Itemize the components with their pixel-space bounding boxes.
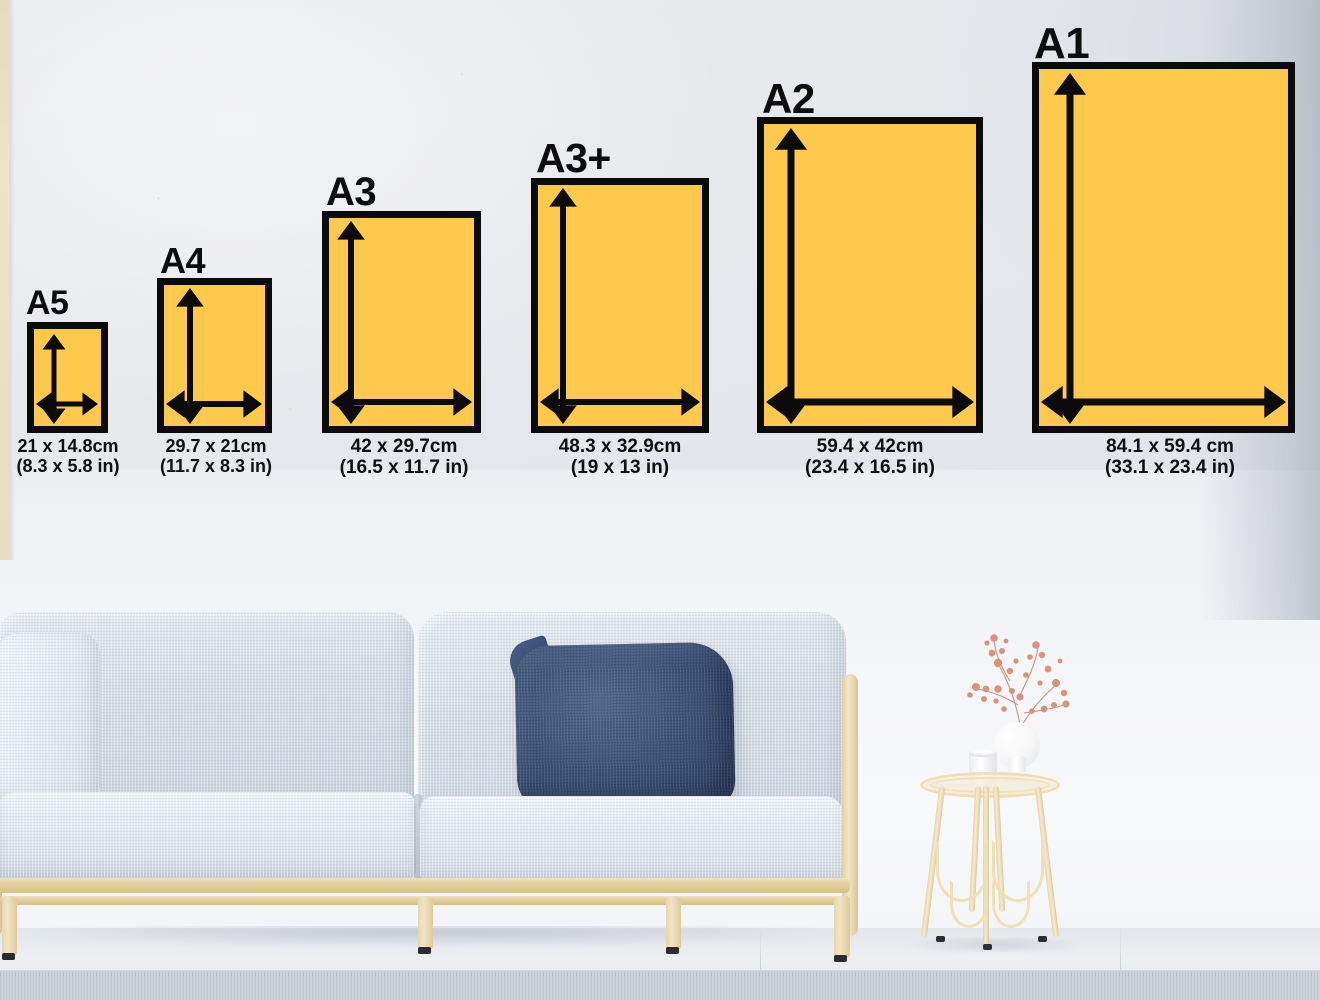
poster-dimensions-a4: 29.7 x 21cm (11.7 x 8.3 in) <box>149 436 283 476</box>
poster-dimensions-imperial-a3: (16.5 x 11.7 in) <box>339 457 469 479</box>
poster-dimension-arrows-a3plus <box>540 188 700 424</box>
poster-dimensions-metric-a4: 29.7 x 21cm <box>165 436 267 456</box>
floor-seam <box>760 928 761 974</box>
sofa-leg-foot <box>418 947 431 954</box>
navy-cushion <box>514 641 736 815</box>
table-brace <box>992 880 1030 928</box>
poster-label-a3plus: A3+ <box>536 135 611 181</box>
sofa-seat-divider <box>414 794 422 882</box>
poster-dimensions-metric-a3: 42 x 29.7cm <box>350 436 458 457</box>
poster-rect-a4[interactable] <box>157 278 272 433</box>
poster-dimensions-a1: 84.1 x 59.4 cm (33.1 x 23.4 in) <box>1085 436 1255 479</box>
poster-label-a1: A1 <box>1034 19 1090 68</box>
sofa-leg <box>2 896 17 956</box>
poster-label-a3: A3 <box>326 170 377 214</box>
fabric-weave-texture <box>420 796 844 884</box>
sofa-frame-rail-upper <box>0 878 850 893</box>
poster-dimensions-metric-a5: 21 x 14.8cm <box>17 436 119 456</box>
fabric-weave-texture <box>0 632 100 802</box>
poster-dimension-arrows-a1 <box>1041 73 1286 424</box>
sofa-armrest-left <box>0 632 100 802</box>
sofa-leg <box>418 896 433 950</box>
poster-dimensions-imperial-a4: (11.7 x 8.3 in) <box>159 456 273 477</box>
poster-label-a5: A5 <box>26 284 69 322</box>
poster-dimensions-imperial-a3plus: (19 x 13 in) <box>570 457 670 479</box>
table-foot <box>936 936 945 942</box>
sofa-leg-foot <box>2 953 15 960</box>
fabric-weave-texture <box>0 792 416 880</box>
poster-label-a4: A4 <box>160 240 206 281</box>
sofa-leg-foot <box>666 947 679 954</box>
wall-edge-shadow <box>9 0 14 560</box>
table-foot <box>1038 936 1047 942</box>
sofa-seat-left <box>0 792 416 880</box>
poster-label-a2: A2 <box>762 75 815 122</box>
poster-rect-a1[interactable] <box>1032 62 1295 433</box>
poster-rect-a2[interactable] <box>757 117 983 433</box>
poster-dimensions-a2: 59.4 x 42cm (23.4 x 16.5 in) <box>790 436 950 479</box>
wall-edge-wood-trim <box>0 0 10 560</box>
table-brace <box>950 880 988 928</box>
poster-dimensions-a5: 21 x 14.8cm (8.3 x 5.8 in) <box>1 436 135 476</box>
sofa-frame-post-right <box>842 674 858 936</box>
poster-dimension-arrows-a5 <box>36 334 98 424</box>
white-cup-rim <box>969 750 997 757</box>
poster-dimensions-a3plus: 48.3 x 32.9cm (19 x 13 in) <box>540 436 700 479</box>
poster-dimensions-imperial-a1: (33.1 x 23.4 in) <box>1105 457 1235 479</box>
poster-dimensions-metric-a1: 84.1 x 59.4 cm <box>1106 436 1234 457</box>
dried-branch <box>967 634 1070 744</box>
cushion-weave-texture <box>514 641 736 815</box>
sofa <box>0 596 886 962</box>
sofa-leg <box>666 896 681 950</box>
table-top-inner-ring <box>930 777 1050 793</box>
rattan-side-table <box>920 760 1060 950</box>
table-foot <box>983 944 992 950</box>
poster-dimension-arrows-a2 <box>766 128 974 424</box>
poster-rect-a5[interactable] <box>27 322 108 433</box>
table-floor-shadow <box>905 938 1085 954</box>
poster-dimensions-imperial-a2: (23.4 x 16.5 in) <box>805 457 935 479</box>
poster-dimension-arrows-a3 <box>331 221 472 424</box>
poster-dimensions-a3: 42 x 29.7cm (16.5 x 11.7 in) <box>330 436 478 479</box>
poster-dimensions-metric-a3plus: 48.3 x 32.9cm <box>558 436 682 457</box>
sofa-leg-foot <box>834 955 847 962</box>
floor-seam <box>1120 928 1121 974</box>
poster-dimension-arrows-a4 <box>166 288 262 424</box>
poster-dimensions-imperial-a5: (8.3 x 5.8 in) <box>16 456 120 477</box>
rug <box>0 972 1320 1000</box>
poster-dimensions-metric-a2: 59.4 x 42cm <box>816 436 924 457</box>
sofa-seat-right <box>420 796 844 884</box>
sofa-leg <box>834 896 850 958</box>
poster-size-chart: A5 21 x 14.8cm (8.3 x 5.8 in) A4 29.7 x 21cm… <box>1 19 1295 479</box>
